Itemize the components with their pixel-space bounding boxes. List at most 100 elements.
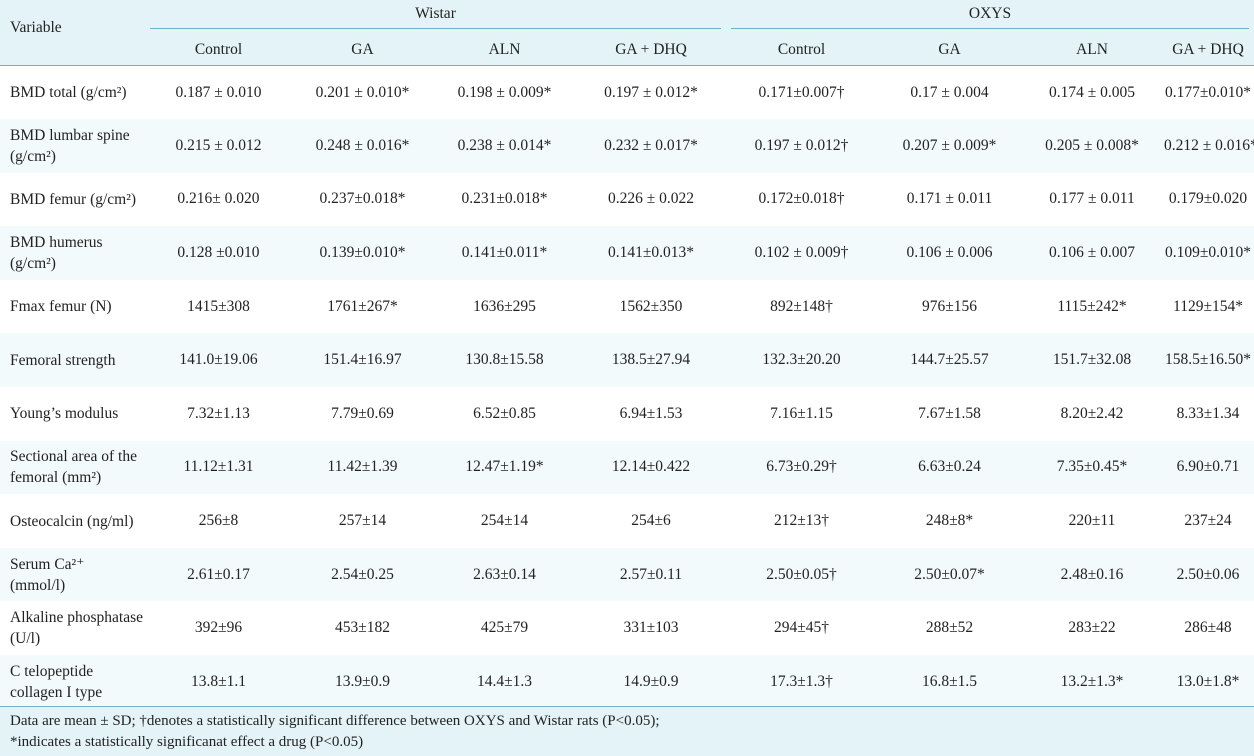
table-cell: 254±14	[480, 512, 529, 530]
table-cell: 16.8±1.5	[877, 655, 1023, 709]
table-cell: 144.7±25.57	[877, 333, 1023, 388]
group-header-wistar: Wistar	[145, 0, 727, 34]
table-cell: 0.248 ± 0.016*	[292, 119, 433, 173]
table-cell: 1761±267*	[327, 297, 398, 315]
table-cell: 0.215 ± 0.012	[145, 119, 292, 173]
table-cell: 0.198 ± 0.009*	[457, 83, 552, 101]
column-header: GA + DHQ	[576, 34, 727, 66]
column-header: Control	[726, 34, 878, 66]
table-cell: 1636±295	[473, 297, 536, 315]
data-table: Variable Wistar OXYS Control GA ALN GA +…	[0, 0, 1254, 709]
table-cell: 2.50±0.07*	[877, 547, 1023, 602]
table-row: BMD lumbar spine (g/cm²) 0.215 ± 0.012 0.2…	[0, 119, 1254, 173]
table-cell: 8.33±1.34	[1176, 404, 1240, 422]
column-header: Control	[145, 34, 292, 66]
table-row: BMD humerus (g/cm²) 0.128 ±0.010 0.139±0.0…	[0, 226, 1254, 280]
table-cell: 0.109±0.010*	[1162, 226, 1254, 280]
table-body: BMD total (g/cm²) 0.187 ± 0.010 0.201 ± 0.…	[0, 66, 1254, 709]
table-cell: 286±48	[1184, 619, 1232, 637]
table-cell: 392±96	[194, 619, 243, 637]
table-cell: 158.5±16.50*	[1162, 333, 1254, 388]
table-cell: 288±52	[925, 619, 974, 637]
table-cell: 6.94±1.53	[619, 404, 683, 422]
table-cell: 0.171 ± 0.011	[906, 190, 993, 208]
table-cell: 7.67±1.58	[918, 404, 981, 422]
row-label: Fmax femur (N)	[10, 298, 112, 316]
row-label: BMD humerus (g/cm²)	[0, 226, 145, 280]
table-cell: 1129±154*	[1173, 297, 1243, 315]
table-cell: 14.4±1.3	[433, 655, 576, 709]
table-cell: 6.52±0.85	[473, 404, 536, 422]
table-cell: 11.42±1.39	[292, 440, 433, 495]
table-cell: 0.201 ± 0.010*	[315, 83, 410, 101]
table-cell: 294±45†	[774, 619, 830, 637]
table-row: Sectional area of the femoral (mm²) 11.12…	[0, 440, 1254, 495]
table-cell: 0.226 ± 0.022	[608, 190, 695, 208]
table-cell: 132.3±20.20	[726, 333, 878, 388]
table-row: Femoral strength 141.0±19.06 151.4±16.97 13…	[0, 333, 1254, 388]
table-cell: 0.141±0.011*	[433, 226, 576, 280]
table-cell: 151.4±16.97	[292, 333, 433, 388]
table-header: Variable Wistar OXYS Control GA ALN GA +…	[0, 0, 1254, 66]
table-cell: 0.216± 0.020	[177, 190, 260, 208]
row-label: Serum Ca²⁺ (mmol/l)	[0, 547, 145, 602]
table-cell: 2.50±0.06	[1162, 547, 1254, 602]
table-cell: 0.106 ± 0.007	[1022, 226, 1163, 280]
table-cell: 0.238 ± 0.014*	[433, 119, 576, 173]
table-cell: 138.5±27.94	[576, 333, 727, 388]
table-cell: 0.171±0.007†	[758, 83, 845, 101]
footnote-line-2: *indicates a statistically significanat …	[10, 734, 364, 750]
table-cell: 2.63±0.14	[433, 547, 576, 602]
table-cell: 0.141±0.013*	[576, 226, 727, 280]
table-cell: 2.61±0.17	[145, 547, 292, 602]
row-label: Femoral strength	[0, 333, 145, 388]
row-label: Young’s modulus	[10, 405, 119, 423]
table-cell: 141.0±19.06	[145, 333, 292, 388]
column-header: GA	[877, 34, 1023, 66]
table-cell: 13.9±0.9	[292, 655, 433, 709]
table-cell: 453±182	[334, 619, 390, 637]
table-cell: 1415±308	[187, 297, 250, 315]
table-cell: 220±11	[1068, 512, 1116, 530]
column-header: ALN	[1022, 34, 1163, 66]
table-row: Fmax femur (N) 1415±308 1761±267* 1636±295 1…	[0, 280, 1254, 334]
column-header: GA + DHQ	[1162, 34, 1254, 66]
table-row: C telopeptide collagen I type 13.8±1.1 13.…	[0, 655, 1254, 709]
table-cell: 212±13†	[774, 512, 830, 530]
table-cell: 254±6	[631, 512, 671, 530]
column-header: ALN	[433, 34, 576, 66]
table-cell: 976±156	[922, 297, 978, 315]
table-cell: 0.172±0.018†	[758, 190, 845, 208]
table-cell: 1115±242*	[1057, 297, 1127, 315]
table-cell: 11.12±1.31	[145, 440, 292, 495]
table-cell: 7.79±0.69	[331, 404, 394, 422]
row-label: Alkaline phosphatase (U/l)	[10, 609, 144, 648]
row-label: Osteocalcin (ng/ml)	[10, 512, 134, 530]
table-cell: 0.139±0.010*	[292, 226, 433, 280]
table-cell: 0.177±0.010*	[1165, 83, 1252, 101]
table-row: BMD femur (g/cm²) 0.216± 0.020 0.237±0.018…	[0, 173, 1254, 227]
table-cell: 151.7±32.08	[1022, 333, 1163, 388]
row-label: BMD lumbar spine (g/cm²)	[0, 119, 145, 173]
table-cell: 12.14±0.422	[576, 440, 727, 495]
table-row: Alkaline phosphatase (U/l) 392±96 453±182 4…	[0, 601, 1254, 655]
table-row: BMD total (g/cm²) 0.187 ± 0.010 0.201 ± 0.…	[0, 66, 1254, 120]
table-cell: 6.90±0.71	[1162, 440, 1254, 495]
row-label: BMD total (g/cm²)	[10, 84, 127, 102]
table-row: Osteocalcin (ng/ml) 256±8 257±14 254±14 254±…	[0, 494, 1254, 548]
table-cell: 0.17 ± 0.004	[910, 83, 989, 101]
table-cell: 17.3±1.3†	[726, 655, 878, 709]
table-cell: 257±14	[338, 512, 387, 530]
table-cell: 2.57±0.11	[576, 547, 727, 602]
table-cell: 130.8±15.58	[433, 333, 576, 388]
table-cell: 13.8±1.1	[145, 655, 292, 709]
table-cell: 283±22	[1068, 619, 1116, 637]
table-cell: 0.237±0.018*	[319, 190, 406, 208]
table-cell: 7.32±1.13	[187, 404, 250, 422]
table-cell: 248±8*	[925, 512, 974, 530]
table-cell: 425±79	[480, 619, 529, 637]
table-row: Young’s modulus 7.32±1.13 7.79±0.69 6.52±0.…	[0, 387, 1254, 441]
table-cell: 0.106 ± 0.006	[877, 226, 1023, 280]
column-header: GA	[292, 34, 433, 66]
